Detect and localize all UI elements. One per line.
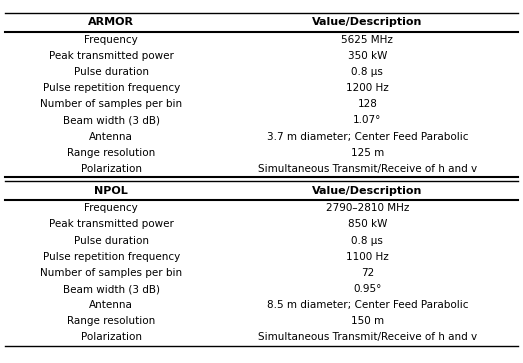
Text: Frequency: Frequency [84, 34, 138, 45]
Text: Value/Description: Value/Description [312, 186, 423, 196]
Text: Pulse duration: Pulse duration [74, 67, 149, 77]
Text: Number of samples per bin: Number of samples per bin [40, 268, 182, 278]
Text: Frequency: Frequency [84, 203, 138, 213]
Text: Number of samples per bin: Number of samples per bin [40, 99, 182, 109]
Text: Simultaneous Transmit/Receive of h and v: Simultaneous Transmit/Receive of h and v [258, 333, 477, 343]
Text: Range resolution: Range resolution [67, 148, 155, 158]
Text: 0.8 μs: 0.8 μs [351, 236, 383, 246]
Text: 150 m: 150 m [351, 316, 384, 326]
Text: Peak transmitted power: Peak transmitted power [49, 51, 174, 61]
Text: ARMOR: ARMOR [88, 17, 134, 27]
Text: 1.07°: 1.07° [353, 115, 382, 126]
Text: Range resolution: Range resolution [67, 316, 155, 326]
Text: 350 kW: 350 kW [348, 51, 387, 61]
Text: Value/Description: Value/Description [312, 17, 423, 27]
Text: Beam width (3 dB): Beam width (3 dB) [63, 115, 160, 126]
Text: 1100 Hz: 1100 Hz [346, 252, 389, 262]
Text: NPOL: NPOL [94, 186, 128, 196]
Text: 72: 72 [361, 268, 374, 278]
Text: 5625 MHz: 5625 MHz [342, 34, 393, 45]
Text: Beam width (3 dB): Beam width (3 dB) [63, 284, 160, 294]
Text: Antenna: Antenna [89, 300, 133, 310]
Text: 128: 128 [357, 99, 378, 109]
Text: 0.8 μs: 0.8 μs [351, 67, 383, 77]
Text: 125 m: 125 m [351, 148, 384, 158]
Text: Antenna: Antenna [89, 131, 133, 142]
Text: 0.95°: 0.95° [353, 284, 382, 294]
Text: 1200 Hz: 1200 Hz [346, 83, 389, 93]
Text: Pulse repetition frequency: Pulse repetition frequency [42, 252, 180, 262]
Text: 2790–2810 MHz: 2790–2810 MHz [326, 203, 409, 213]
Text: Polarization: Polarization [81, 333, 142, 343]
Text: 3.7 m diameter; Center Feed Parabolic: 3.7 m diameter; Center Feed Parabolic [267, 131, 468, 142]
Text: Pulse repetition frequency: Pulse repetition frequency [42, 83, 180, 93]
Text: Simultaneous Transmit/Receive of h and v: Simultaneous Transmit/Receive of h and v [258, 164, 477, 174]
Text: Peak transmitted power: Peak transmitted power [49, 219, 174, 229]
Text: Polarization: Polarization [81, 164, 142, 174]
Text: Pulse duration: Pulse duration [74, 236, 149, 246]
Text: 8.5 m diameter; Center Feed Parabolic: 8.5 m diameter; Center Feed Parabolic [267, 300, 468, 310]
Text: 850 kW: 850 kW [348, 219, 387, 229]
